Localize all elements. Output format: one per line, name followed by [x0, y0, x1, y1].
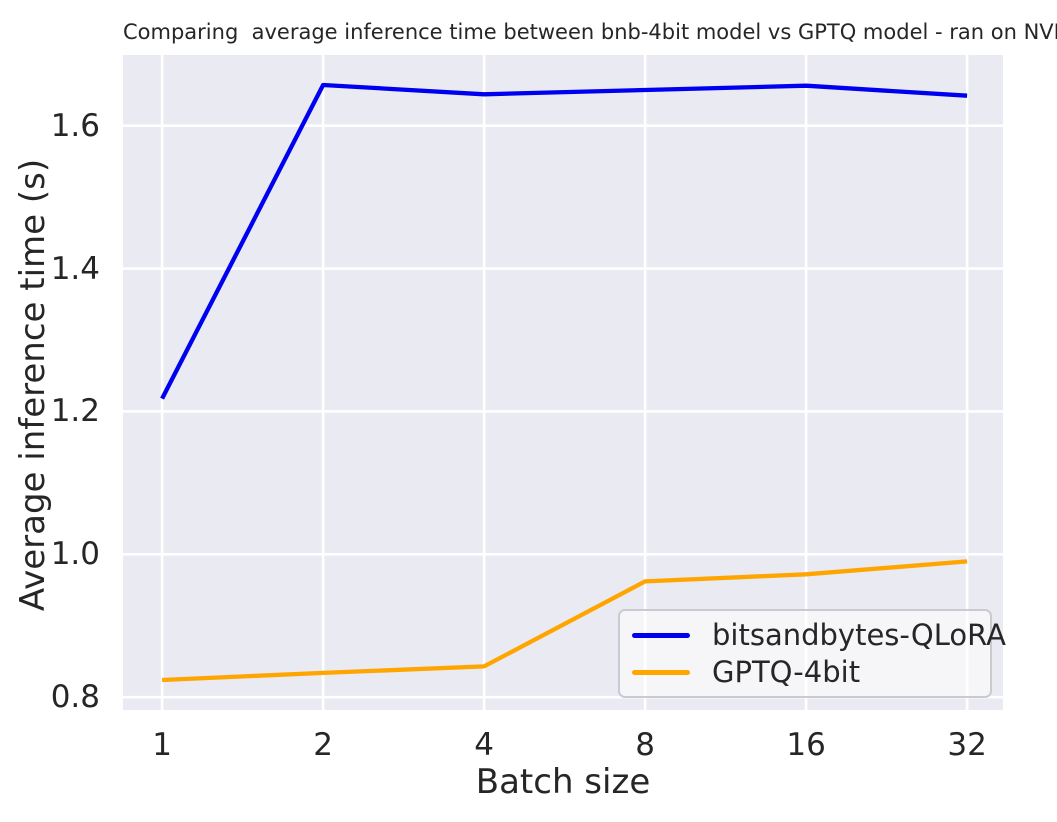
x-tick-label: 8	[635, 727, 655, 763]
y-tick-label: 1.4	[50, 250, 100, 287]
y-tick-label: 1.2	[50, 393, 100, 430]
y-tick-label: 0.8	[50, 679, 100, 716]
legend-label: GPTQ-4bit	[712, 655, 861, 689]
x-tick-label: 2	[313, 727, 333, 763]
legend-entry-gptq-4bit: GPTQ-4bit	[632, 655, 978, 689]
x-tick-label: 32	[947, 727, 987, 763]
plot-background	[123, 55, 1003, 710]
x-tick-label: 1	[152, 727, 172, 763]
legend-swatch-orange-line-icon	[632, 669, 690, 675]
y-tick-label: 1.0	[50, 536, 100, 573]
series-line-0	[160, 82, 968, 400]
series-line-1	[162, 559, 968, 683]
x-tick-label: 4	[474, 727, 494, 763]
x-axis-label: Batch size	[475, 762, 651, 802]
y-axis-label: Average inference time (s)	[13, 158, 53, 612]
legend-entry-bitsandbytes-qlora: bitsandbytes-QLoRA	[632, 618, 1006, 652]
legend-swatch-blue-line-icon	[632, 632, 690, 638]
y-tick-label: 1.6	[50, 107, 100, 144]
legend: bitsandbytes-QLoRA GPTQ-4bit	[618, 609, 1006, 698]
legend-label: bitsandbytes-QLoRA	[712, 618, 1006, 652]
x-tick-label: 16	[786, 727, 826, 763]
